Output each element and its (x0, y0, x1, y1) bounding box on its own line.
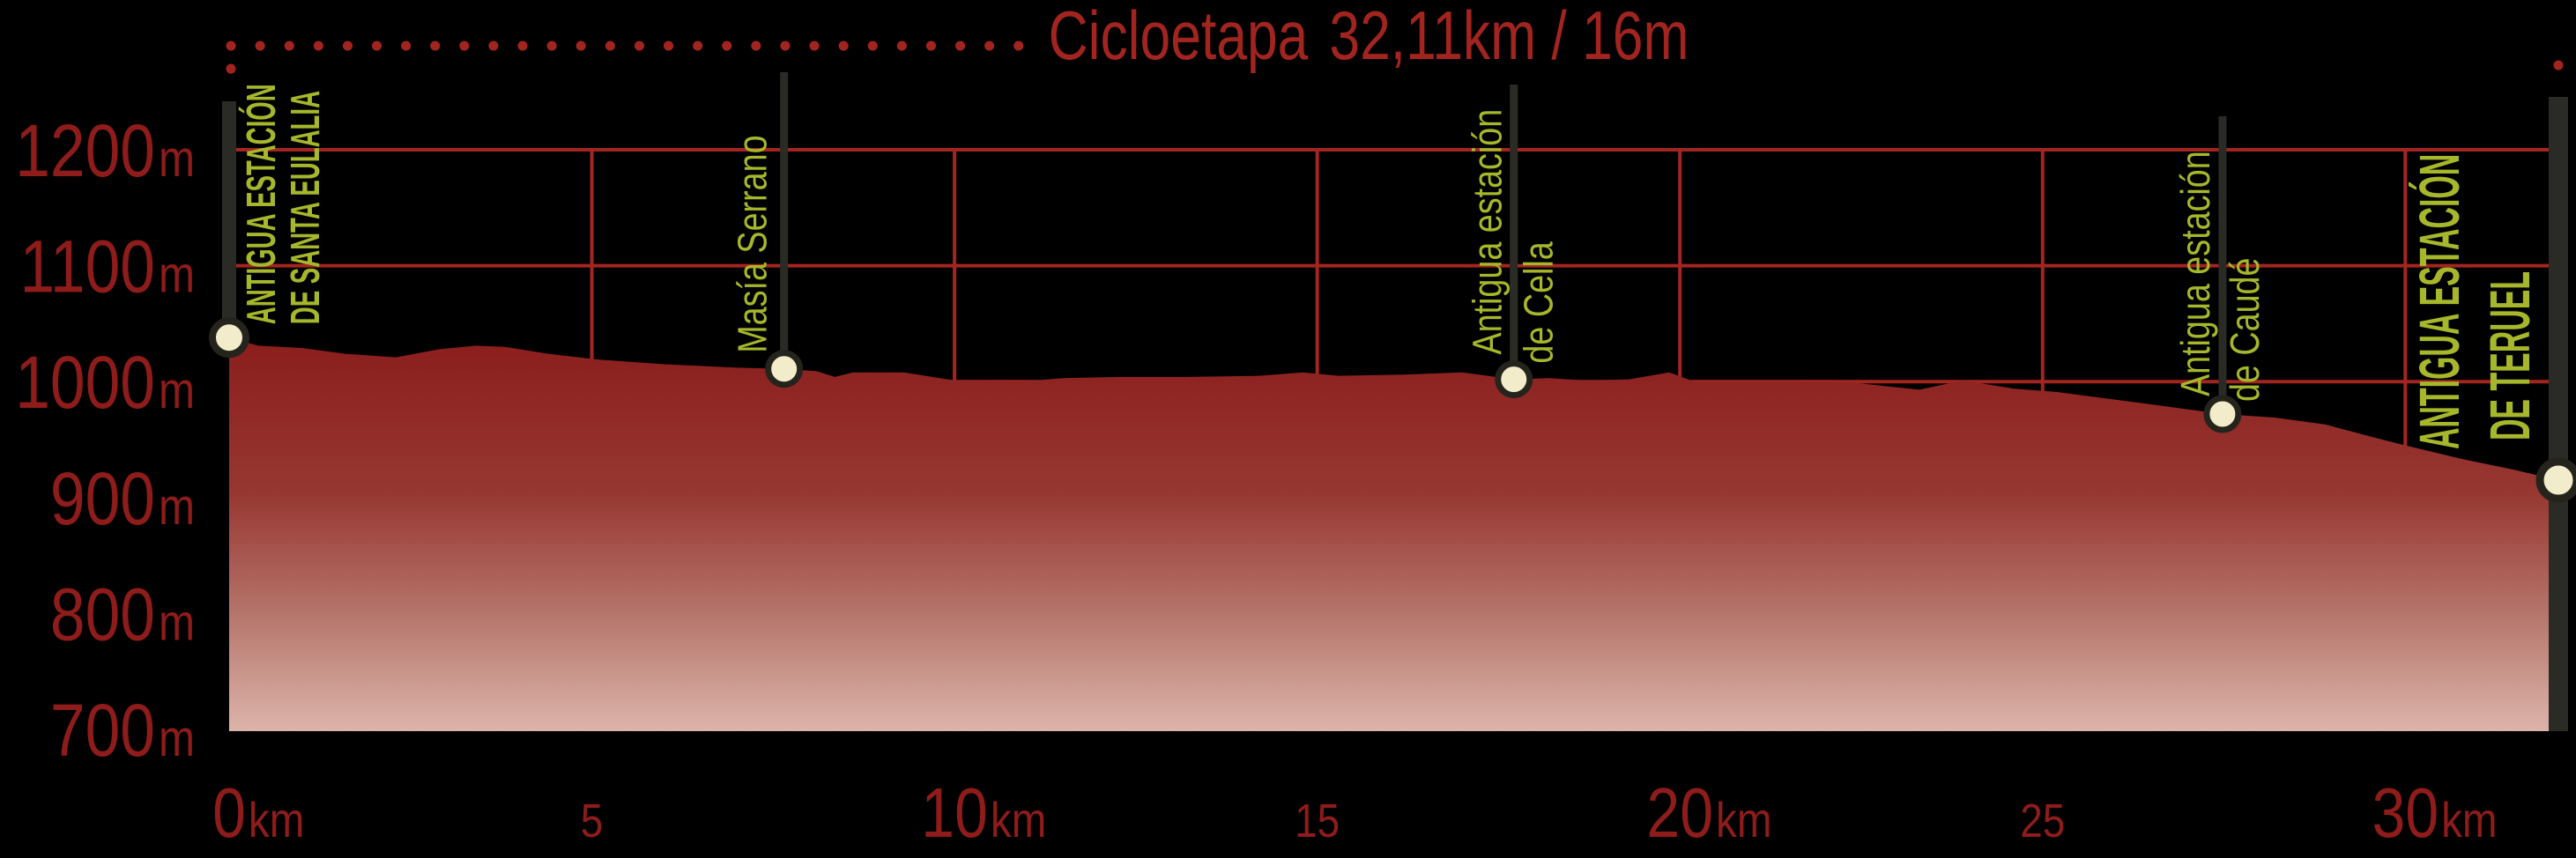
station-name-label: Antigua estación (2172, 151, 2217, 396)
y-axis-unit: m (159, 130, 195, 188)
station-marker-line (2549, 97, 2568, 731)
chart-title-name: Cicloetapa (1049, 0, 1309, 74)
station-marker-line (1510, 85, 1518, 380)
y-axis-tick-700: 700 (50, 688, 155, 772)
station-name-label: DE TERUEL (2479, 271, 2542, 440)
station-waypoint-dot (2203, 395, 2242, 433)
station-5: ANTIGUA ESTACIÓN DE TERUEL (2409, 97, 2576, 731)
station-waypoint-dot (765, 350, 804, 388)
station-marker-line (780, 72, 789, 369)
y-axis-unit: m (159, 595, 195, 652)
station-2: Masía Serrano (730, 72, 804, 388)
station-waypoint-dot (2535, 457, 2576, 503)
station-3: Antigua estación de Cella (1465, 85, 1562, 399)
y-axis-tick-800: 800 (50, 573, 155, 656)
station-name-label: DE SANTA EULALIA (284, 91, 329, 324)
station-name-label: Antigua estación (1465, 109, 1510, 355)
station-name-label: de Caudé (2222, 258, 2267, 403)
y-axis-unit: m (159, 710, 195, 767)
x-axis-unit: km (1716, 793, 1771, 847)
elevation-area (229, 337, 2558, 731)
x-axis-tick-10: 10 (921, 773, 988, 852)
x-axis-tick-0: 0 (212, 773, 246, 852)
station-1: ANTIGUA ESTACIÓN DE SANTA EULALIA (209, 84, 329, 359)
station-waypoint-dot (1495, 360, 1533, 399)
station-name-label: ANTIGUA ESTACIÓN (238, 84, 285, 324)
station-marker-line (222, 101, 236, 338)
chart-title-distance: 32,11km / 16m (1329, 0, 1689, 74)
x-axis-labels: 0 km 5 10 km 15 20 km 25 30 km (212, 773, 2497, 852)
y-axis-tick-1100: 1100 (19, 225, 155, 308)
y-axis-tick-900: 900 (50, 456, 155, 540)
x-axis-tick-30: 30 (2372, 773, 2439, 852)
x-axis-tick-5: 5 (581, 795, 604, 847)
y-axis-unit: m (159, 362, 195, 419)
x-axis-unit: km (991, 793, 1046, 847)
x-axis-tick-15: 15 (1295, 795, 1340, 847)
station-waypoint-dot (209, 317, 249, 359)
x-axis-unit: km (249, 793, 304, 847)
station-markers: ANTIGUA ESTACIÓN DE SANTA EULALIA Masía Se… (209, 72, 2576, 731)
y-axis-tick-1000: 1000 (15, 341, 155, 425)
station-name-label: Masía Serrano (730, 135, 775, 352)
x-axis-tick-20: 20 (1646, 773, 1713, 852)
title-dotted-border (226, 41, 2564, 97)
x-axis-tick-25: 25 (2020, 795, 2065, 847)
x-axis-unit: km (2441, 793, 2497, 847)
y-axis-tick-1200: 1200 (15, 108, 155, 192)
chart-title: Cicloetapa 32,11km / 16m (1049, 0, 1689, 74)
y-axis-unit: m (159, 478, 195, 536)
y-axis-unit: m (159, 247, 195, 304)
station-name-label: de Cella (1516, 241, 1561, 364)
station-name-label: ANTIGUA ESTACIÓN (2409, 154, 2471, 449)
station-marker-line (2218, 116, 2227, 415)
station-4: Antigua estación de Caudé (2172, 116, 2268, 433)
